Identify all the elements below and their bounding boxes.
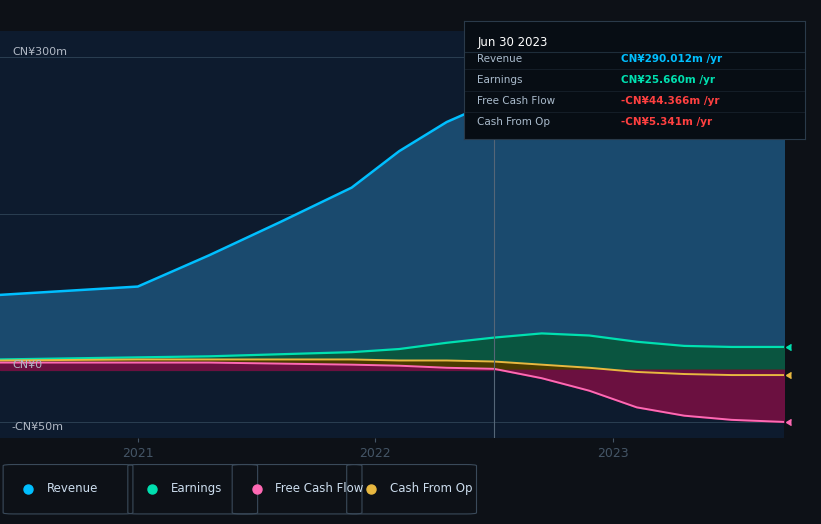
Text: Earnings: Earnings <box>478 75 523 85</box>
Text: Cash From Op: Cash From Op <box>478 117 551 127</box>
Text: Jun 30 2023: Jun 30 2023 <box>478 36 548 49</box>
Text: CN¥0: CN¥0 <box>11 360 42 370</box>
Text: Earnings: Earnings <box>171 482 222 495</box>
Text: Revenue: Revenue <box>47 482 98 495</box>
Text: Free Cash Flow: Free Cash Flow <box>276 482 364 495</box>
Text: -CN¥50m: -CN¥50m <box>11 422 64 432</box>
Text: -CN¥5.341m /yr: -CN¥5.341m /yr <box>621 117 712 127</box>
Text: CN¥300m: CN¥300m <box>11 48 67 58</box>
Text: Free Cash Flow: Free Cash Flow <box>478 96 556 106</box>
Text: CN¥25.660m /yr: CN¥25.660m /yr <box>621 75 714 85</box>
Text: Revenue: Revenue <box>478 53 523 64</box>
Text: Cash From Op: Cash From Op <box>390 482 472 495</box>
Text: -CN¥44.366m /yr: -CN¥44.366m /yr <box>621 96 719 106</box>
Text: Past: Past <box>751 36 774 46</box>
Text: CN¥290.012m /yr: CN¥290.012m /yr <box>621 53 722 64</box>
